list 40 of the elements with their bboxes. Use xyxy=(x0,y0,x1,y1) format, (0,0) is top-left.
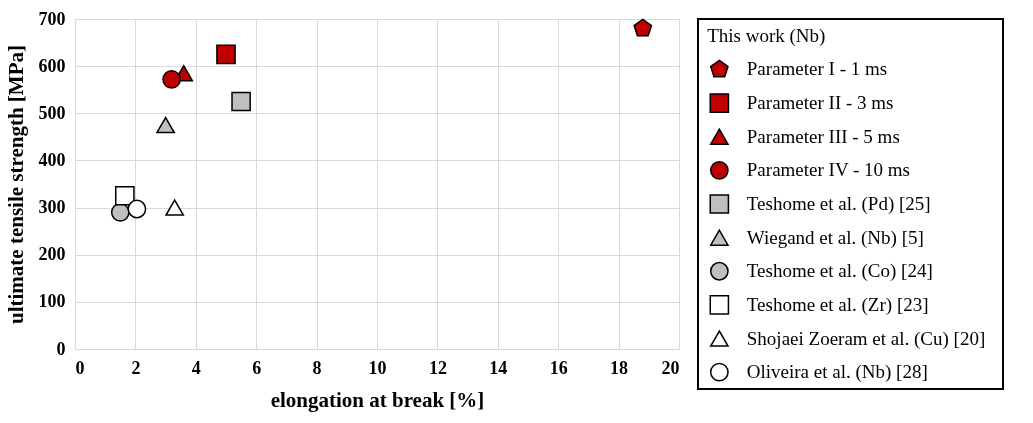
legend-title: This work (Nb) xyxy=(707,24,826,47)
legend-label: Shojaei Zoeram et al. (Cu) [20] xyxy=(746,327,986,350)
y-tick-label: 100 xyxy=(38,291,66,312)
y-tick-label: 400 xyxy=(38,149,66,170)
point xyxy=(633,18,653,37)
y-tick-label: 700 xyxy=(38,8,66,29)
y-tick-label: 200 xyxy=(38,244,66,265)
y-tick-label: 600 xyxy=(38,55,66,76)
y-tick-label: 300 xyxy=(38,197,66,218)
legend-label: Teshome et al. (Co) [24] xyxy=(746,260,933,283)
legend-label: Parameter I - 1 ms xyxy=(746,58,888,80)
x-tick-label: 12 xyxy=(428,357,447,378)
x-tick-label: 10 xyxy=(368,357,387,378)
x-tick-label: 0 xyxy=(75,357,85,378)
legend-label: Teshome et al. (Pd) [25] xyxy=(746,193,931,215)
legend-label: Wiegand et al. (Nb) [5] xyxy=(746,226,924,249)
point xyxy=(231,91,251,112)
legend-label: Parameter III - 5 ms xyxy=(746,125,900,147)
x-tick-label: 6 xyxy=(252,357,262,378)
y-axis-title: ultimate tensile strength [MPa] xyxy=(3,45,28,324)
legend-label: Parameter II - 3 ms xyxy=(746,92,894,114)
x-axis-title: elongation at break [%] xyxy=(270,387,485,412)
point xyxy=(165,199,185,216)
y-tick-label: 500 xyxy=(38,102,66,123)
point xyxy=(115,185,135,206)
legend-label: Teshome et al. (Zr) [23] xyxy=(746,293,929,316)
point xyxy=(162,69,182,89)
x-tick-label: 2 xyxy=(131,357,141,378)
x-tick-label: 18 xyxy=(610,357,629,378)
y-tick-label: 0 xyxy=(56,338,66,359)
x-tick-label: 20 xyxy=(661,357,680,378)
x-tick-label: 8 xyxy=(312,357,322,378)
point xyxy=(216,44,236,65)
legend-label: Oliveira et al. (Nb) [28] xyxy=(746,361,928,384)
x-tick-label: 4 xyxy=(191,357,201,378)
point xyxy=(156,116,176,134)
x-tick-label: 14 xyxy=(489,357,508,378)
legend-label: Parameter IV - 10 ms xyxy=(746,159,911,181)
point xyxy=(127,199,147,219)
x-tick-label: 16 xyxy=(549,357,568,378)
